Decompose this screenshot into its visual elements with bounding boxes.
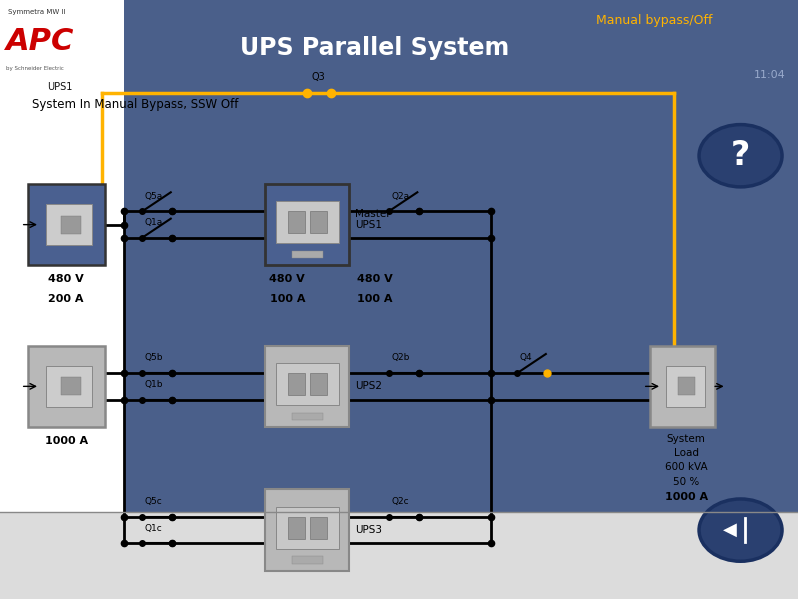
FancyBboxPatch shape [292, 413, 322, 420]
Text: Q2a: Q2a [391, 192, 409, 201]
Text: Q2b: Q2b [391, 353, 409, 362]
FancyBboxPatch shape [265, 346, 350, 427]
FancyBboxPatch shape [310, 517, 327, 539]
Circle shape [699, 125, 782, 187]
FancyBboxPatch shape [46, 204, 93, 246]
Text: UPS3: UPS3 [354, 525, 381, 535]
Text: 1000 A: 1000 A [45, 436, 88, 446]
Text: 480 V: 480 V [358, 274, 393, 285]
Text: 1000 A: 1000 A [665, 492, 708, 503]
Text: Q3: Q3 [311, 72, 325, 82]
Text: Q5c: Q5c [144, 497, 162, 506]
FancyBboxPatch shape [0, 0, 124, 512]
Text: ◀: ◀ [723, 521, 737, 539]
Text: APC: APC [6, 27, 75, 56]
Text: 200 A: 200 A [49, 294, 84, 304]
FancyBboxPatch shape [275, 507, 339, 549]
FancyBboxPatch shape [275, 363, 339, 405]
Text: Load: Load [674, 448, 699, 458]
Text: 100 A: 100 A [270, 294, 305, 304]
FancyBboxPatch shape [666, 365, 705, 407]
FancyBboxPatch shape [124, 0, 798, 512]
FancyBboxPatch shape [650, 346, 714, 427]
FancyBboxPatch shape [287, 517, 305, 539]
Text: Symmetra MW II: Symmetra MW II [8, 9, 65, 15]
FancyBboxPatch shape [310, 211, 327, 234]
FancyBboxPatch shape [292, 556, 322, 564]
FancyBboxPatch shape [292, 251, 322, 258]
FancyBboxPatch shape [46, 365, 93, 407]
Circle shape [699, 499, 782, 561]
FancyBboxPatch shape [678, 377, 695, 395]
Text: UPS1: UPS1 [354, 220, 381, 229]
Text: Master: Master [354, 209, 390, 219]
Text: UPS2: UPS2 [354, 382, 381, 391]
Text: 11:04: 11:04 [754, 70, 786, 80]
Text: 480 V: 480 V [270, 274, 305, 285]
FancyBboxPatch shape [287, 373, 305, 395]
Text: Q1c: Q1c [144, 524, 162, 533]
FancyBboxPatch shape [265, 184, 350, 265]
Text: Q5b: Q5b [144, 353, 163, 362]
Text: Q1b: Q1b [144, 380, 163, 389]
FancyBboxPatch shape [265, 489, 350, 571]
Text: ?: ? [731, 139, 750, 173]
FancyBboxPatch shape [61, 377, 81, 395]
Text: 480 V: 480 V [49, 274, 84, 285]
FancyBboxPatch shape [310, 373, 327, 395]
Text: UPS1: UPS1 [47, 82, 73, 92]
Text: Q5a: Q5a [144, 192, 163, 201]
Text: 100 A: 100 A [358, 294, 393, 304]
Text: Manual bypass/Off: Manual bypass/Off [596, 14, 713, 28]
Text: Q2c: Q2c [391, 497, 409, 506]
FancyBboxPatch shape [275, 201, 339, 243]
Text: Q4: Q4 [519, 353, 532, 362]
FancyBboxPatch shape [287, 211, 305, 234]
Text: 50 %: 50 % [674, 477, 699, 487]
FancyBboxPatch shape [61, 216, 81, 234]
Text: UPS Parallel System: UPS Parallel System [240, 36, 510, 60]
Text: System: System [667, 434, 705, 444]
Text: by Schneider Electric: by Schneider Electric [6, 66, 65, 71]
Text: 600 kVA: 600 kVA [665, 462, 708, 473]
FancyBboxPatch shape [28, 184, 105, 265]
Text: System In Manual Bypass, SSW Off: System In Manual Bypass, SSW Off [32, 98, 239, 111]
Text: Q1a: Q1a [144, 218, 163, 227]
FancyBboxPatch shape [28, 346, 105, 427]
